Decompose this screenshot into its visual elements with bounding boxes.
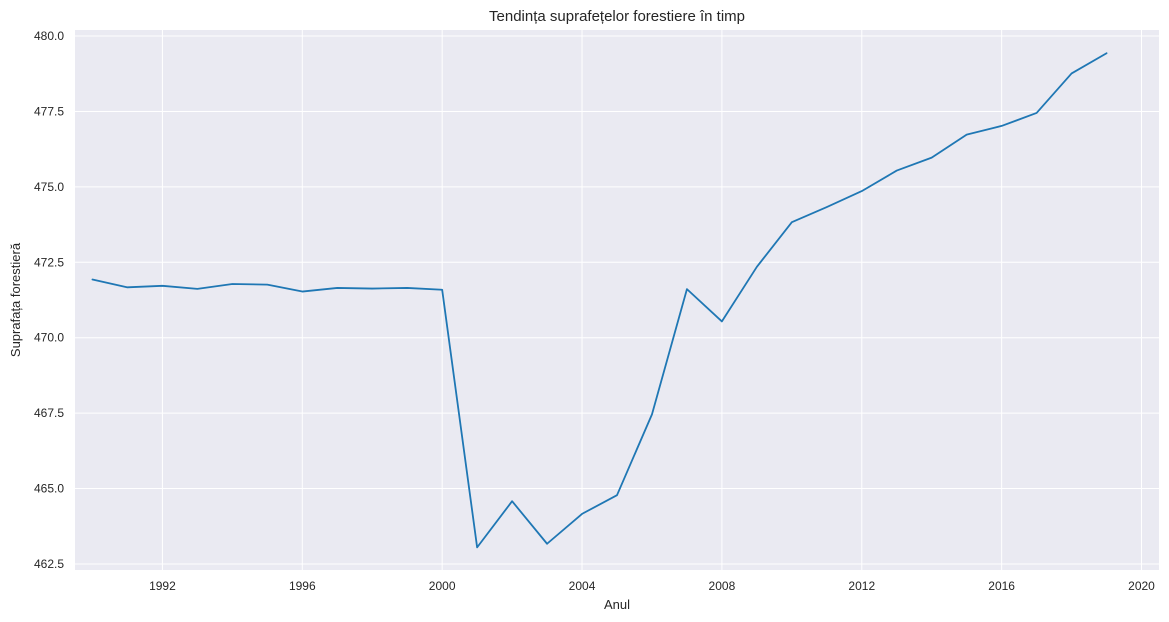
- series-line: [91, 52, 1108, 549]
- plot-background: [75, 30, 1159, 570]
- x-tick-label: 1996: [289, 579, 316, 593]
- chart-title: Tendința suprafețelor forestiere în timp: [489, 8, 745, 25]
- series-layer: [91, 52, 1108, 549]
- y-tick-label: 477.5: [34, 104, 64, 118]
- x-tick-label: 2012: [848, 579, 875, 593]
- x-tick-label: 2016: [988, 579, 1015, 593]
- x-tick-labels: 1992 1996 2000 2004 2008 2012 2016 2020: [149, 579, 1155, 593]
- y-axis-label: Suprafața forestieră: [8, 242, 23, 357]
- x-tick-label: 2004: [569, 579, 596, 593]
- x-tick-label: 2020: [1128, 579, 1155, 593]
- y-tick-label: 472.5: [34, 255, 64, 269]
- y-tick-label: 470.0: [34, 331, 64, 345]
- y-tick-label: 475.0: [34, 180, 64, 194]
- y-tick-label: 462.5: [34, 557, 64, 571]
- x-tick-label: 2000: [429, 579, 456, 593]
- grid-lines: [75, 30, 1159, 570]
- x-axis-label: Anul: [604, 597, 630, 612]
- y-tick-label: 465.0: [34, 482, 64, 496]
- y-tick-labels: 462.5 465.0 467.5 470.0 472.5 475.0 477.5 480.0: [34, 29, 64, 571]
- y-tick-label: 467.5: [34, 406, 64, 420]
- x-tick-label: 1992: [149, 579, 176, 593]
- y-tick-label: 480.0: [34, 29, 64, 43]
- x-tick-label: 2008: [709, 579, 736, 593]
